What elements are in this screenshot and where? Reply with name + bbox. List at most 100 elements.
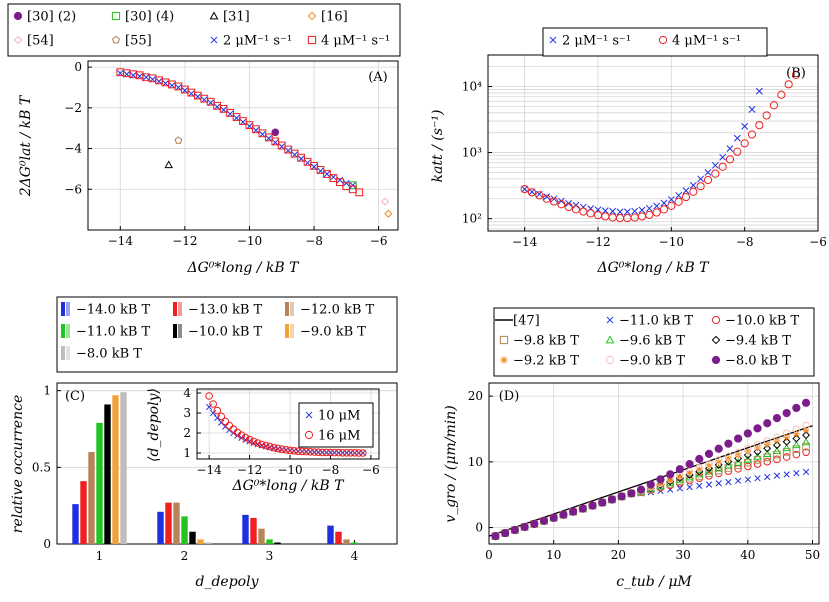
data-point-dot (588, 501, 597, 510)
x-tick-label: 10 (546, 548, 561, 562)
data-point-square (193, 91, 202, 100)
data-point-cross (733, 134, 741, 142)
data-point-circle (527, 188, 537, 197)
legend-entry-label: 4 μM⁻¹ s⁻¹ (672, 34, 741, 49)
data-point-square (782, 448, 791, 456)
x-tick-label: −8 (736, 235, 754, 249)
inset-point-circle (318, 448, 327, 457)
legend-marker-circle (605, 355, 615, 365)
inset-point-circle (286, 446, 294, 455)
legend-entry-label: −9.8 kB T (513, 334, 579, 349)
x-axis-label: c_tub / μM (616, 574, 692, 590)
data-point-dot (559, 510, 568, 519)
data-point-square (206, 97, 215, 106)
data-point-dot (539, 516, 549, 525)
bar-0-5 (112, 395, 119, 544)
bar-0-6 (120, 392, 127, 544)
data-point-cross (764, 473, 771, 481)
data-point-circle (724, 452, 733, 461)
inset-point-circle (294, 447, 302, 456)
x-tick-label: 30 (675, 548, 690, 562)
legend-box (298, 402, 374, 448)
data-point-dot (510, 525, 519, 535)
data-point-square (792, 445, 801, 454)
legend-box (7, 3, 401, 57)
data-point-circle (802, 448, 810, 457)
data-point-dot (724, 439, 733, 448)
data-point-star (695, 466, 703, 473)
panel-C: 1 2 3 4 0 0.5 1 (C) d_depoly relative occurrence −… (10, 296, 398, 590)
inset-point-circle (314, 448, 323, 457)
plot-frame (87, 60, 399, 231)
inset-point-circle (266, 442, 274, 451)
data-point-cross (623, 208, 631, 216)
legend-entry-label: 4 μM⁻¹ s⁻¹ (321, 34, 390, 49)
y-tick-label: 0.5 (32, 460, 51, 474)
data-point-cross (601, 207, 609, 215)
data-point-cross (142, 74, 150, 81)
data-point-dot (569, 507, 578, 516)
data-point-dot (617, 492, 626, 501)
data-point-pentagon (174, 136, 183, 144)
inset-point-circle (213, 406, 222, 415)
data-point-square (168, 80, 176, 89)
y-tick-label: 10³ (462, 146, 482, 160)
data-point-circle (744, 462, 752, 471)
legend-marker-triangle (605, 335, 615, 344)
x-tick-label: −10 (659, 235, 684, 249)
data-point-cross (715, 480, 722, 487)
data-point-diamond (772, 441, 781, 450)
data-point-circle (586, 209, 595, 218)
legend-swatch (173, 302, 182, 316)
legend-swatch-bar (66, 302, 70, 316)
data-point-square (187, 88, 196, 97)
data-point-star (802, 426, 810, 434)
data-point-dot (743, 429, 752, 438)
inset-point-circle (261, 441, 270, 450)
data-point-dot (704, 449, 714, 458)
data-point-circle (763, 457, 772, 466)
data-point-square (264, 133, 273, 142)
y-tick-label: 0 (475, 521, 483, 535)
data-point-square (122, 69, 131, 78)
data-point-square (161, 78, 170, 87)
data-point-cross (323, 170, 331, 178)
inset-point-circle (322, 448, 331, 457)
x-tick-label: −14 (512, 235, 538, 249)
y-tick-label: −4 (64, 142, 82, 156)
data-point-circle (755, 121, 764, 130)
data-point-square (284, 145, 293, 154)
data-point-diamond (763, 444, 772, 453)
legend-marker-dot (711, 355, 721, 365)
data-point-star (666, 477, 674, 484)
data-point-dot (695, 454, 704, 464)
data-point-cross (682, 187, 690, 195)
data-point-square (252, 125, 260, 134)
legend-box (493, 307, 815, 377)
legend-entry-label: −11.0 kB T (619, 314, 694, 329)
legend-box (542, 27, 768, 57)
inset-point-circle (217, 412, 226, 421)
y-tick-label: 20 (468, 389, 483, 403)
data-point-circle (667, 201, 676, 210)
data-point-circle (782, 453, 791, 461)
legend-entry-label: [30] (2) (27, 10, 76, 25)
legend-box (56, 296, 398, 373)
data-point-circle (645, 210, 654, 219)
data-point-circle (564, 202, 573, 212)
x-tick-label: −8 (305, 234, 323, 248)
legend-entry-label: 2 μM⁻¹ s⁻¹ (223, 34, 292, 49)
data-point-dot (636, 485, 646, 494)
inset-point-circle (298, 447, 306, 456)
data-point-square (310, 161, 318, 170)
bar-2-0 (242, 514, 249, 544)
legend-marker-circle (711, 315, 721, 325)
data-point-triangle (772, 446, 782, 455)
legend-entry-label: −11.0 kB T (76, 325, 151, 340)
data-point-dot (656, 475, 665, 484)
inset-point-circle (338, 449, 347, 457)
bar-3-0 (327, 525, 334, 544)
data-point-cross (754, 475, 761, 482)
data-point-cross (550, 195, 558, 203)
x-tick-label: 40 (740, 548, 755, 562)
